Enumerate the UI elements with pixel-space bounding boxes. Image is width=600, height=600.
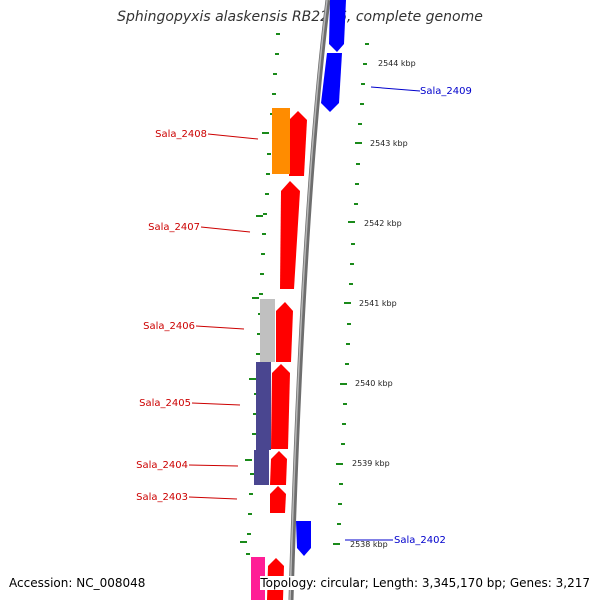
cog-bar-navy-2: [254, 450, 269, 485]
backbone-highlight: [289, 0, 328, 600]
gene-label-sala-2406[interactable]: Sala_2406: [143, 321, 195, 332]
scale-label-2544: 2544 kbp: [378, 59, 416, 68]
gene-label-sala-2404[interactable]: Sala_2404: [136, 460, 188, 471]
forward-leader-lines: [345, 86, 421, 541]
scale-label-2538: 2538 kbp: [350, 540, 388, 549]
gene-sala-2404[interactable]: [270, 451, 287, 485]
gene-label-sala-2405[interactable]: Sala_2405: [139, 398, 191, 409]
gene-label-sala-2402[interactable]: Sala_2402: [394, 535, 446, 546]
reverse-leader-lines: [188, 133, 259, 500]
outer-tick-track: [240, 33, 280, 555]
cog-bar-navy-1: [256, 362, 271, 450]
backbone-line: [288, 0, 331, 600]
gene-forward-top[interactable]: [329, 0, 346, 52]
gene-sala-2402[interactable]: [296, 521, 311, 556]
gene-sala-2408[interactable]: [289, 111, 307, 176]
cog-bar-gray: [260, 299, 275, 362]
topology-summary: Topology: circular; Length: 3,345,170 bp…: [260, 576, 590, 590]
gene-label-sala-2408[interactable]: Sala_2408: [155, 129, 207, 140]
gene-sala-2405[interactable]: [271, 364, 290, 449]
scale-label-2540: 2540 kbp: [355, 379, 393, 388]
scale-label-2539: 2539 kbp: [352, 459, 390, 468]
gene-label-sala-2407[interactable]: Sala_2407: [148, 222, 200, 233]
gene-sala-2403[interactable]: [270, 486, 286, 513]
inner-tick-track: [333, 43, 369, 545]
gene-sala-2406[interactable]: [276, 302, 293, 362]
gene-label-sala-2403[interactable]: Sala_2403: [136, 492, 188, 503]
gene-sala-2409[interactable]: [321, 53, 342, 112]
gene-label-sala-2409[interactable]: Sala_2409: [420, 86, 472, 97]
map-title: Sphingopyxis alaskensis RB2256, complete…: [117, 9, 483, 25]
scale-label-2542: 2542 kbp: [364, 219, 402, 228]
accession-label: Accession: NC_008048: [9, 576, 146, 590]
gene-sala-2407[interactable]: [280, 181, 300, 289]
scale-label-2543: 2543 kbp: [370, 139, 408, 148]
scale-label-2541: 2541 kbp: [359, 299, 397, 308]
cog-bar-orange: [272, 108, 290, 174]
